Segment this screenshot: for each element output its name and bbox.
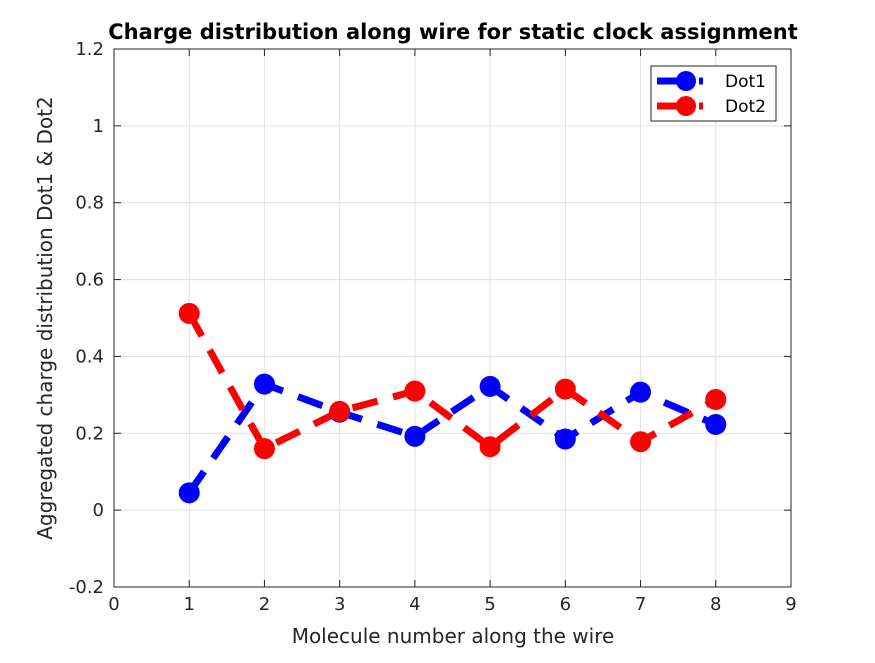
data-point-dot1 xyxy=(705,413,727,435)
x-axis-label: Molecule number along the wire xyxy=(292,624,615,648)
data-point-dot1 xyxy=(404,425,426,447)
y-axis-label: Aggregated charge distribution Dot1 & Do… xyxy=(33,96,57,540)
data-point-dot1 xyxy=(178,482,200,504)
y-tick-label: 1.2 xyxy=(75,39,104,60)
data-point-dot2 xyxy=(178,302,200,324)
data-point-dot2 xyxy=(554,378,576,400)
y-tick-label: 0.6 xyxy=(75,270,104,291)
legend-box xyxy=(650,65,777,122)
tick-labels: 0 1 2 3 4 5 6 7 8 9-0.200.20.40.60.811.2 xyxy=(69,39,797,615)
x-tick-label: 4 xyxy=(409,594,420,615)
data-point-dot1 xyxy=(253,373,275,395)
y-tick-label: 0 xyxy=(93,500,104,521)
plot-area-border xyxy=(113,48,792,588)
y-tick-label: 0.8 xyxy=(75,193,104,214)
x-tick-label: 6 xyxy=(560,594,571,615)
x-tick-label: 7 xyxy=(635,594,646,615)
legend-marker-dot2 xyxy=(676,96,696,116)
legend-label-dot2: Dot2 xyxy=(725,97,766,117)
legend-label-dot1: Dot1 xyxy=(725,72,766,92)
data-point-dot2 xyxy=(329,400,351,422)
data-point-dot2 xyxy=(705,388,727,410)
data-point-dot1 xyxy=(630,381,652,403)
x-tick-label: 5 xyxy=(484,594,495,615)
y-tick-label: 1 xyxy=(93,116,104,137)
series-line-dot1 xyxy=(186,380,718,495)
data-point-dot2 xyxy=(253,438,275,460)
legend: Dot1 Dot2 xyxy=(650,65,777,122)
axes-frame xyxy=(113,48,792,588)
data-point-dot2 xyxy=(630,431,652,453)
x-tick-label: 0 xyxy=(108,594,119,615)
x-tick-label: 9 xyxy=(785,594,796,615)
legend-marker-dot1 xyxy=(676,71,696,91)
data-point-dot2 xyxy=(404,380,426,402)
x-tick-label: 8 xyxy=(710,594,721,615)
data-point-dot1 xyxy=(479,375,501,397)
y-tick-label: 0.2 xyxy=(75,423,104,444)
series-line-dot2 xyxy=(186,311,718,453)
y-tick-label: -0.2 xyxy=(69,577,104,598)
x-tick-label: 1 xyxy=(183,594,194,615)
y-tick-label: 0.4 xyxy=(75,346,104,367)
data-series xyxy=(178,302,727,504)
chart-title: Charge distribution along wire for stati… xyxy=(108,20,798,44)
x-tick-label: 3 xyxy=(334,594,345,615)
data-point-dot2 xyxy=(479,436,501,458)
data-point-dot1 xyxy=(554,428,576,450)
x-tick-label: 2 xyxy=(259,594,270,615)
